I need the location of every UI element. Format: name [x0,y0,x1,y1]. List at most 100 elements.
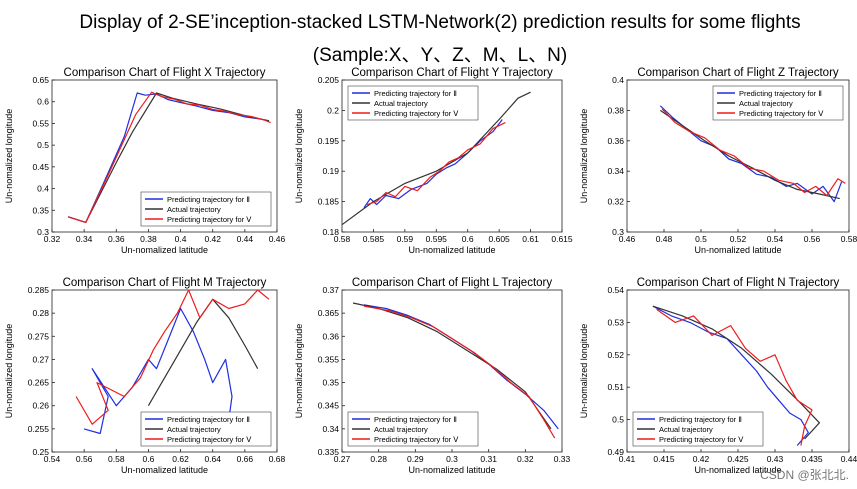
x-tick-label: 0.46 [619,234,636,244]
chart-panel-m: Comparison Chart of Flight M Trajectory 0… [0,272,286,482]
x-tick-label: 0.59 [397,234,414,244]
x-tick-label: 0.46 [269,234,286,244]
y-tick-label: 0.195 [318,136,340,146]
series-line-blue [363,304,559,430]
y-tick-label: 0.36 [607,136,624,146]
x-tick-label: 0.29 [407,454,424,464]
legend-entry: Predicting trajectory for Ⅴ [739,109,824,118]
legend-entry: Actual trajectory [167,425,221,434]
x-tick-label: 0.32 [517,454,534,464]
x-tick-label: 0.66 [237,454,254,464]
x-tick-label: 0.32 [44,234,61,244]
legend-entry: Predicting trajectory for Ⅱ [374,89,457,98]
y-tick-label: 0.185 [318,197,340,207]
series-line-red [366,122,506,206]
y-tick-label: 0.36 [322,331,339,341]
y-tick-label: 0.285 [28,285,50,295]
legend-entry: Predicting trajectory for Ⅱ [739,89,822,98]
y-tick-label: 0.4 [612,75,624,85]
x-axis-label: Un-nomalized latitude [694,245,781,255]
series-line-red [656,308,813,446]
chart-title: Comparison Chart of Flight Z Trajectory [637,67,839,79]
series-line-black [67,92,270,223]
legend-entry: Actual trajectory [374,425,428,434]
x-tick-label: 0.34 [76,234,93,244]
y-tick-label: 0.345 [318,401,340,411]
y-axis-label: Un-nomalized longitude [579,324,589,419]
y-tick-label: 0.53 [607,317,624,327]
series-line-red [661,108,846,197]
chart-panel-l: Comparison Chart of Flight L Trajectory 0… [290,272,571,482]
y-tick-label: 0.52 [607,350,624,360]
series-line-black [352,302,552,430]
x-tick-label: 0.54 [44,454,61,464]
y-tick-label: 0.65 [32,75,49,85]
x-tick-label: 0.56 [804,234,821,244]
legend-entry: Predicting trajectory for Ⅴ [374,109,459,118]
y-tick-label: 0.25 [32,447,49,457]
series-line-blue [652,305,809,446]
figure-title: Display of 2-SE’inception-stacked LSTM-N… [79,12,801,33]
x-tick-label: 0.64 [204,454,221,464]
y-tick-label: 0.255 [28,424,50,434]
chart-panel-y: Comparison Chart of Flight Y Trajectory 0… [290,62,573,262]
x-tick-label: 0.52 [730,234,747,244]
series-line-red [67,91,271,223]
x-tick-label: 0.62 [172,454,189,464]
x-tick-label: 0.42 [204,234,221,244]
y-tick-label: 0.32 [607,197,624,207]
legend-entry: Actual trajectory [374,99,428,108]
y-tick-label: 0.5 [612,415,624,425]
x-tick-label: 0.41 [619,454,636,464]
y-tick-label: 0.51 [607,382,624,392]
y-tick-label: 0.3 [612,227,624,237]
x-tick-label: 0.595 [426,234,448,244]
plot-area [51,79,278,233]
x-tick-label: 0.58 [841,234,857,244]
y-tick-label: 0.34 [322,424,339,434]
chart-title: Comparison Chart of Flight L Trajectory [352,277,553,289]
y-tick-label: 0.34 [607,166,624,176]
x-tick-label: 0.27 [334,454,351,464]
y-tick-label: 0.275 [28,331,50,341]
series-line-red [363,305,556,439]
chart-svg: Comparison Chart of Flight X Trajectory 0… [4,67,286,255]
y-tick-label: 0.3 [37,227,49,237]
legend-entry: Predicting trajectory for Ⅴ [659,435,744,444]
x-tick-label: 0.425 [727,454,749,464]
legend-entry: Predicting trajectory for Ⅱ [167,415,250,424]
x-tick-label: 0.58 [108,454,125,464]
y-axis-label: Un-nomalized longitude [294,324,304,419]
y-tick-label: 0.45 [32,162,49,172]
chart-panel-x: Comparison Chart of Flight X Trajectory 0… [0,62,286,262]
y-tick-label: 0.38 [607,105,624,115]
y-tick-label: 0.28 [32,308,49,318]
series-line-black [341,91,531,226]
y-tick-label: 0.35 [32,205,49,215]
y-tick-label: 0.18 [322,227,339,237]
x-axis-label: Un-nomalized latitude [121,465,208,475]
x-tick-label: 0.415 [653,454,675,464]
watermark: CSDN @张北北. [760,468,849,482]
legend-entry: Predicting trajectory for Ⅴ [374,435,459,444]
y-tick-label: 0.19 [322,166,339,176]
x-tick-label: 0.605 [489,234,511,244]
legend-entry: Actual trajectory [659,425,713,434]
x-tick-label: 0.6 [462,234,474,244]
figure-subtitle: (Sample:X、Y、Z、M、L、N) [312,45,568,66]
y-tick-label: 0.6 [37,97,49,107]
y-tick-label: 0.2 [327,105,339,115]
y-tick-label: 0.37 [322,285,339,295]
x-axis-label: Un-nomalized latitude [121,245,208,255]
y-tick-label: 0.26 [32,401,49,411]
legend-entry: Predicting trajectory for Ⅱ [167,195,250,204]
chart-svg: Comparison Chart of Flight N Trajectory 0… [579,277,857,475]
chart-panel-n: Comparison Chart of Flight N Trajectory 0… [575,272,857,482]
series-line-blue [67,92,270,223]
chart-svg: Comparison Chart of Flight Z Trajectory 0… [579,67,857,255]
x-tick-label: 0.615 [551,234,573,244]
chart-title: Comparison Chart of Flight Y Trajectory [351,67,553,79]
x-tick-label: 0.33 [554,454,571,464]
